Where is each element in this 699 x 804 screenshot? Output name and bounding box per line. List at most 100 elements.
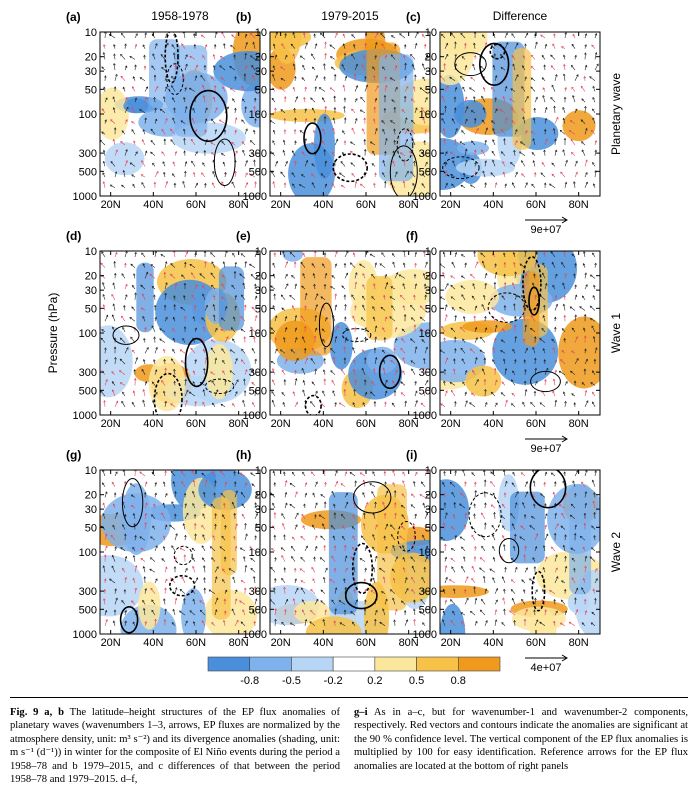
flux-arrow xyxy=(122,326,126,333)
flux-arrow xyxy=(281,391,286,397)
flux-arrow xyxy=(584,348,587,354)
flux-arrow xyxy=(410,338,416,343)
flux-arrow xyxy=(271,399,276,407)
flux-arrow xyxy=(250,173,256,178)
flux-arrow xyxy=(484,127,488,135)
flux-arrow xyxy=(134,33,138,39)
flux-arrow xyxy=(594,347,598,354)
flux-arrow xyxy=(352,315,356,322)
flux-arrow xyxy=(484,327,488,333)
flux-arrow xyxy=(109,184,116,189)
reference-arrow-label: 9e+07 xyxy=(531,224,562,236)
colorbar xyxy=(207,656,501,672)
flux-arrow xyxy=(441,33,446,39)
flux-arrow xyxy=(383,107,387,113)
flux-arrow xyxy=(469,402,476,408)
flux-arrow xyxy=(402,370,406,375)
flux-arrow xyxy=(344,327,348,333)
significance-contour xyxy=(344,581,378,610)
flux-arrow xyxy=(474,161,477,167)
flux-arrow xyxy=(254,502,257,509)
flux-arrow xyxy=(424,556,428,562)
flux-arrow xyxy=(521,108,526,114)
flux-arrow xyxy=(422,117,426,124)
flux-arrow xyxy=(550,65,556,71)
flux-arrow xyxy=(214,480,217,487)
flux-arrow xyxy=(233,54,237,60)
flux-arrow xyxy=(313,129,316,135)
flux-arrow xyxy=(183,598,186,605)
flux-arrow xyxy=(129,56,136,60)
flux-arrow xyxy=(254,295,258,300)
flux-arrow xyxy=(202,348,206,354)
shading-patch xyxy=(205,344,233,400)
flux-arrow xyxy=(228,568,236,573)
flux-arrow xyxy=(542,545,546,551)
flux-arrow xyxy=(291,275,296,279)
flux-arrow xyxy=(194,75,198,81)
flux-arrow xyxy=(153,96,156,103)
flux-arrow xyxy=(130,504,136,509)
flux-arrow xyxy=(334,608,337,616)
flux-arrow xyxy=(293,129,297,135)
row-label: Wave 1 xyxy=(609,313,623,354)
flux-arrow xyxy=(452,610,456,616)
shading-patch xyxy=(213,51,260,92)
flux-arrow xyxy=(150,151,156,156)
flux-arrow xyxy=(333,503,336,509)
flux-arrow xyxy=(183,492,187,498)
flux-arrow xyxy=(474,546,477,551)
flux-arrow xyxy=(379,567,386,573)
flux-arrow xyxy=(363,148,367,156)
flux-arrow xyxy=(294,491,298,498)
flux-arrow xyxy=(104,378,108,386)
flux-arrow xyxy=(191,470,196,477)
flux-arrow xyxy=(202,513,206,519)
flux-arrow xyxy=(372,118,376,124)
flux-arrow xyxy=(173,380,176,386)
flux-arrow xyxy=(523,618,527,626)
flux-arrow xyxy=(530,86,536,92)
caption-right-bold: g–i xyxy=(354,707,368,718)
flux-arrow xyxy=(473,32,477,39)
flux-arrow xyxy=(224,336,229,343)
flux-arrow xyxy=(584,44,587,49)
flux-arrow xyxy=(272,502,276,509)
flux-arrow xyxy=(592,117,596,124)
flux-arrow xyxy=(193,305,197,311)
flux-arrow xyxy=(253,620,257,626)
shading-patch xyxy=(384,269,430,305)
flux-arrow xyxy=(169,524,176,530)
flux-arrow xyxy=(594,140,598,146)
flux-arrow xyxy=(492,64,496,71)
flux-arrow xyxy=(273,293,277,300)
flux-arrow xyxy=(204,44,208,49)
flux-arrow xyxy=(152,53,156,60)
flux-arrow xyxy=(530,315,536,322)
flux-arrow xyxy=(300,580,306,584)
flux-arrow xyxy=(419,494,426,498)
flux-arrow xyxy=(251,64,256,71)
flux-arrow xyxy=(554,295,558,300)
flux-arrow xyxy=(460,347,466,354)
flux-arrow xyxy=(500,339,506,343)
flux-arrow xyxy=(284,33,287,39)
flux-arrow xyxy=(124,262,127,268)
flux-arrow xyxy=(450,296,456,301)
flux-arrow xyxy=(524,481,528,487)
flux-arrow xyxy=(233,512,237,519)
y-tick-label: 500 xyxy=(249,604,267,616)
flux-arrow xyxy=(470,110,476,114)
flux-arrow xyxy=(504,117,508,124)
flux-arrow xyxy=(112,107,116,113)
flux-arrow xyxy=(564,87,567,92)
flux-arrow xyxy=(464,576,469,584)
flux-arrow xyxy=(244,128,248,135)
flux-arrow xyxy=(214,107,218,114)
y-tick-label: 30 xyxy=(425,66,437,78)
flux-arrow xyxy=(571,86,576,92)
flux-arrow xyxy=(542,94,546,103)
flux-arrow xyxy=(341,285,346,290)
flux-arrow xyxy=(569,306,576,311)
x-tick-label: 20N xyxy=(271,199,291,211)
